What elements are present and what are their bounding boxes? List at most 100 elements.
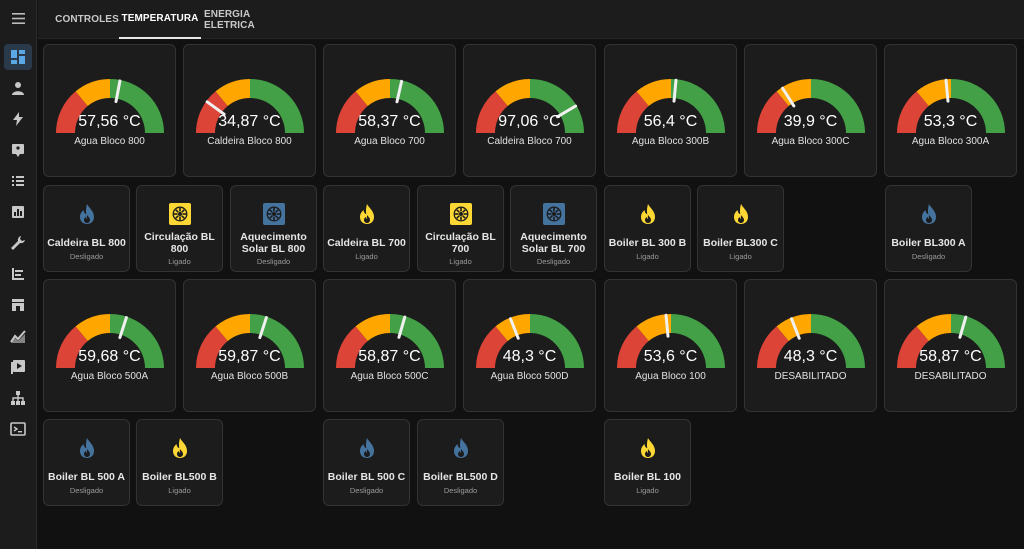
sidebar-item-logbook[interactable]	[4, 137, 32, 163]
entity-tile[interactable]: Boiler BL500 D Desligado	[417, 419, 504, 506]
entity-tile[interactable]: Boiler BL300 C Ligado	[697, 185, 784, 272]
entity-tile[interactable]: Boiler BL300 A Desligado	[885, 185, 972, 272]
gauge-needle	[781, 86, 796, 108]
tab-temperatura[interactable]: TEMPERATURA	[119, 0, 201, 39]
sidebar-item-energy[interactable]	[4, 106, 32, 132]
sidebar-item-store[interactable]	[4, 292, 32, 318]
gauge-needle	[664, 313, 670, 338]
gauge-label: Agua Bloco 300B	[631, 136, 710, 147]
tile-label: Boiler BL 500 C	[327, 471, 406, 483]
gauge-card[interactable]: 58,87 °C DESABILITADO	[884, 279, 1017, 412]
flame-icon	[637, 437, 659, 459]
sidebar-item-history[interactable]	[4, 261, 32, 287]
gauge-card[interactable]: 58,37 °C Agua Bloco 700	[323, 44, 456, 177]
gauge-segment-low	[897, 326, 929, 368]
tile-label: Boiler BL500 D	[423, 471, 498, 483]
tile-label: Boiler BL300 A	[891, 237, 966, 249]
sidebar-item-statistics[interactable]	[4, 323, 32, 349]
list-icon	[12, 176, 24, 186]
statistics-icon	[10, 330, 26, 343]
entity-tile[interactable]: Boiler BL 500 A Desligado	[43, 419, 130, 506]
gauge-segment-high	[671, 79, 725, 133]
sidebar-item-terminal[interactable]	[4, 416, 32, 442]
flame-icon	[356, 437, 378, 459]
tile-label: Caldeira BL 700	[327, 237, 406, 249]
gauge-label: Agua Bloco 100	[635, 371, 706, 382]
tile-state: Ligado	[636, 486, 659, 495]
energy-icon	[13, 112, 23, 126]
entity-tile[interactable]: Circulação BL 700 Ligado	[417, 185, 504, 272]
gauge-value: 48,3 °C	[502, 348, 557, 365]
tile-state: Ligado	[636, 252, 659, 261]
entity-tile[interactable]: Caldeira BL 800 Desligado	[43, 185, 130, 272]
entity-tile[interactable]: Aquecimento Solar BL 800 Desligado	[230, 185, 317, 272]
tile-label: Boiler BL 500 A	[47, 471, 126, 483]
gauge-label: Caldeira Bloco 700	[487, 136, 572, 147]
gauge-card[interactable]: 59,68 °C Agua Bloco 500A	[43, 279, 176, 412]
gauge-segment-high	[811, 79, 865, 133]
gauge-value: 48,3 °C	[783, 348, 838, 365]
gauge-card[interactable]: 59,87 °C Agua Bloco 500B	[183, 279, 316, 412]
dashboard-icon	[11, 50, 25, 64]
entity-tile[interactable]: Boiler BL 500 C Desligado	[323, 419, 410, 506]
tile-state: Desligado	[256, 257, 291, 266]
gauge-segment-mid	[75, 79, 110, 107]
tile-state: Desligado	[536, 257, 571, 266]
sidebar-item-network[interactable]	[4, 385, 32, 411]
tile-label: 800	[170, 243, 189, 255]
gauge-segment-mid	[776, 79, 811, 107]
gauge-label: DESABILITADO	[914, 371, 987, 382]
gauge-needle	[944, 78, 950, 103]
entity-tile[interactable]: Boiler BL 100 Ligado	[604, 419, 691, 506]
gauge-card[interactable]: 34,87 °C Caldeira Bloco 800	[183, 44, 316, 177]
gauge-card[interactable]: 48,3 °C Agua Bloco 500D	[463, 279, 596, 412]
terminal-icon	[10, 422, 26, 436]
sidebar-item-list[interactable]	[4, 168, 32, 194]
tile-state: Desligado	[69, 252, 104, 261]
gauge-card[interactable]: 57,56 °C Agua Bloco 800	[43, 44, 176, 177]
entity-tile[interactable]: Boiler BL 300 B Ligado	[604, 185, 691, 272]
gauge-card[interactable]: 53,3 °C Agua Bloco 300A	[884, 44, 1017, 177]
gauge-segment-high	[530, 314, 584, 368]
entity-tile[interactable]: Circulação BL 800 Ligado	[136, 185, 223, 272]
gauge-needle	[118, 316, 128, 340]
entity-tile[interactable]: Caldeira BL 700 Ligado	[323, 185, 410, 272]
gauge-value: 34,87 °C	[218, 113, 281, 130]
gauge-segment-low	[196, 91, 228, 133]
gauge-card[interactable]: 58,87 °C Agua Bloco 500C	[323, 279, 456, 412]
gauge-segment-mid	[636, 314, 671, 342]
menu-icon[interactable]	[6, 7, 30, 29]
gauge-arc	[336, 79, 444, 133]
sidebar-item-media[interactable]	[4, 354, 32, 380]
tile-state: Desligado	[443, 486, 478, 495]
sidebar-item-dashboard[interactable]	[4, 44, 32, 70]
gauge-card[interactable]: 39,9 °C Agua Bloco 300C	[744, 44, 877, 177]
gauge-arc	[897, 78, 1005, 133]
sidebar-item-chart[interactable]	[4, 199, 32, 225]
gauge-segment-low	[336, 91, 368, 133]
gauge-needle	[789, 317, 801, 340]
tile-state: Desligado	[69, 486, 104, 495]
gauge-needle	[556, 104, 578, 119]
gauge-segment-low	[757, 91, 789, 133]
sidebar-item-person[interactable]	[4, 75, 32, 101]
flame-icon	[637, 203, 659, 225]
gauge-card[interactable]: 97,06 °C Caldeira Bloco 700	[463, 44, 596, 177]
gauge-card[interactable]: 56,4 °C Agua Bloco 300B	[604, 44, 737, 177]
entity-tile[interactable]: Aquecimento Solar BL 700 Desligado	[510, 185, 597, 272]
gauge-segment-mid	[916, 314, 951, 342]
tab-energia-eletrica[interactable]: ENERGIA ELETRICA	[204, 8, 255, 31]
tile-state: Ligado	[729, 252, 752, 261]
tile-label: Solar BL 700	[521, 243, 586, 255]
tab-controles[interactable]: CONTROLES	[55, 14, 119, 25]
tile-label: Solar BL 800	[241, 243, 306, 255]
gauge-arc	[476, 314, 584, 368]
flame-icon	[356, 203, 378, 225]
gauge-card[interactable]: 53,6 °C Agua Bloco 100	[604, 279, 737, 412]
gauge-card[interactable]: 48,3 °C DESABILITADO	[744, 279, 877, 412]
gauge-label: Caldeira Bloco 800	[207, 136, 292, 147]
gauge-segment-mid	[215, 79, 250, 107]
entity-tile[interactable]: Boiler BL500 B Ligado	[136, 419, 223, 506]
flame-icon	[169, 437, 191, 459]
sidebar-item-wrench[interactable]	[4, 230, 32, 256]
